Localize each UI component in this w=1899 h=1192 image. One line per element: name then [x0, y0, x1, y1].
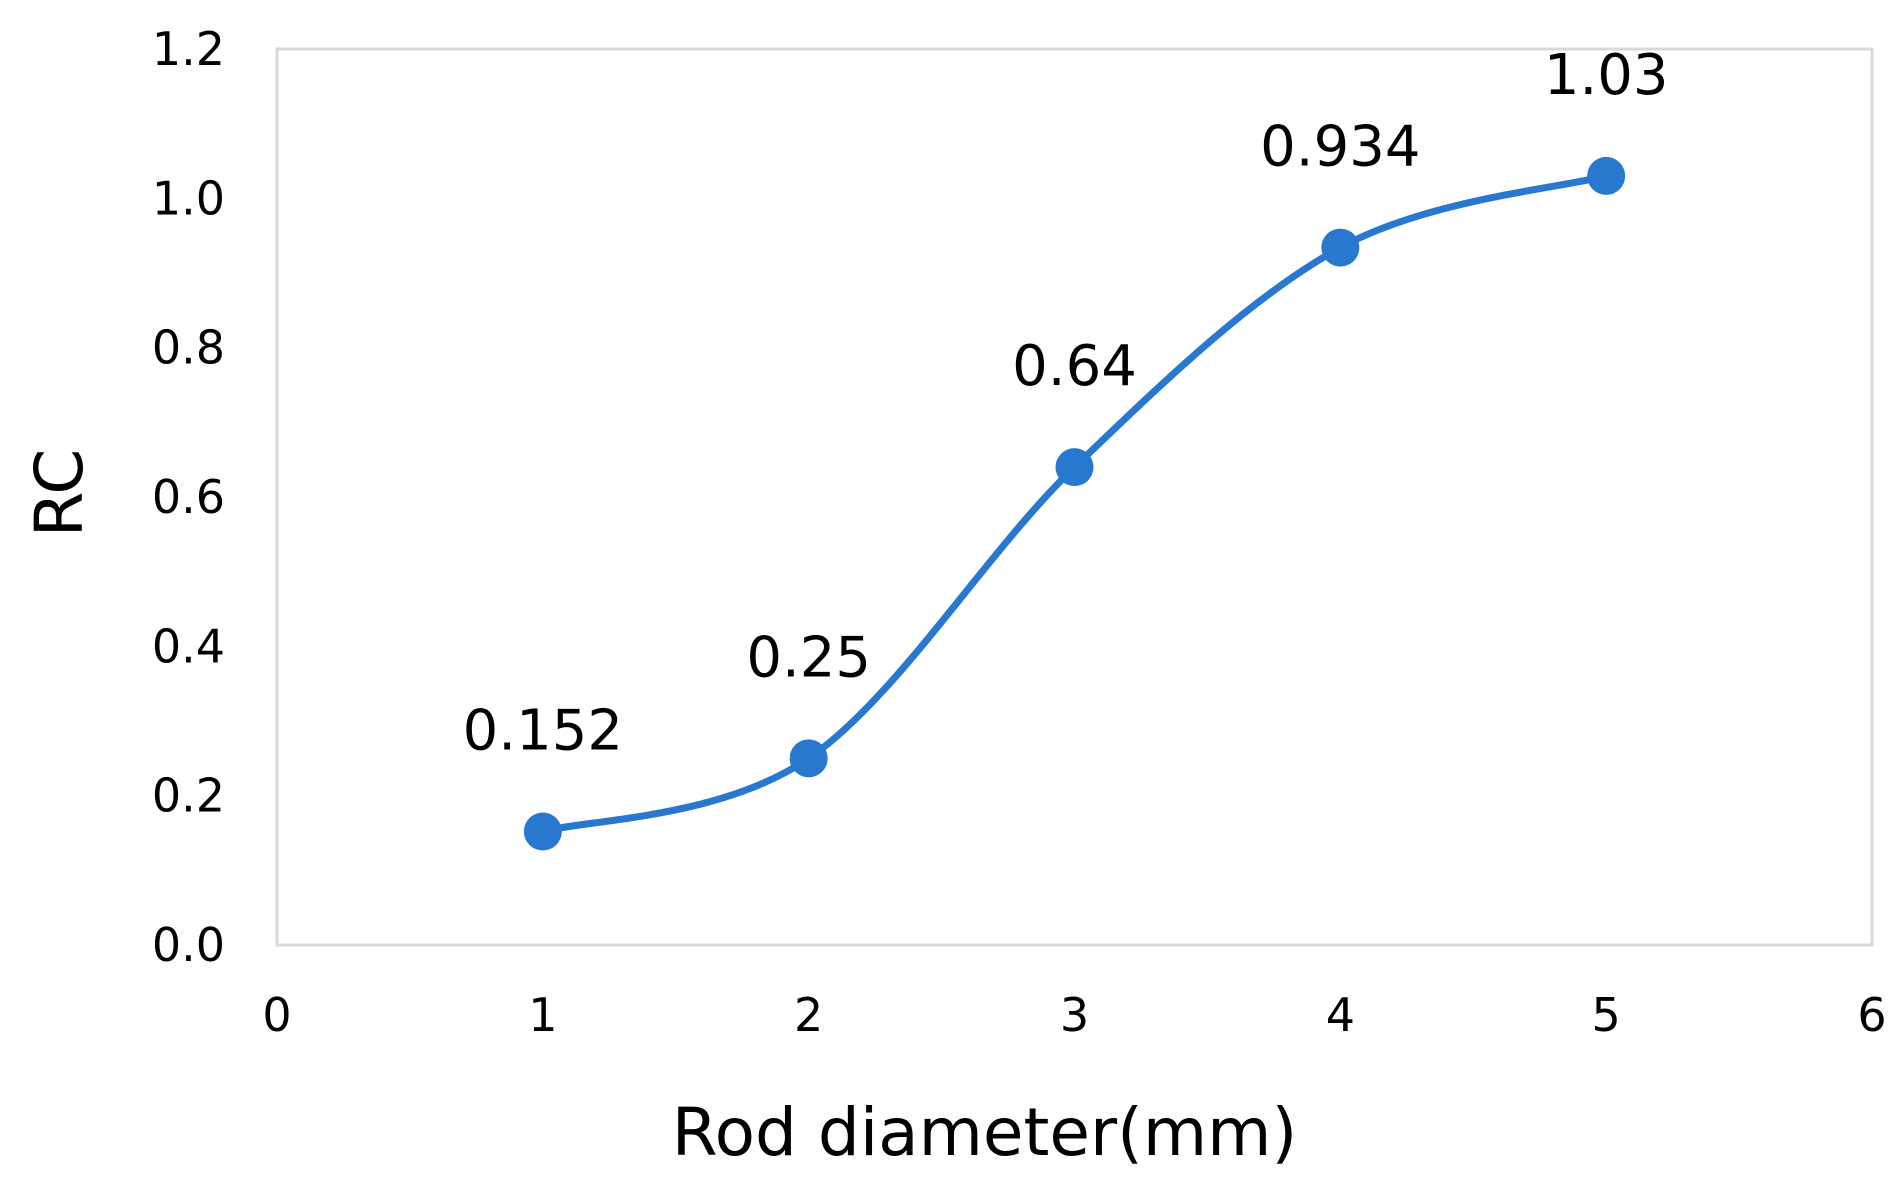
- data-label: 0.934: [1260, 115, 1420, 180]
- data-point: [523, 812, 562, 851]
- x-tick-label: 0: [262, 988, 291, 1042]
- x-tick-label: 4: [1326, 988, 1355, 1042]
- x-tick-label: 5: [1592, 988, 1621, 1042]
- y-tick-label: 0.6: [152, 470, 225, 524]
- y-tick-label: 0.0: [152, 918, 225, 972]
- plot-area-border: [275, 47, 1874, 947]
- x-tick-label: 6: [1857, 988, 1886, 1042]
- y-axis-title: RC: [21, 449, 98, 538]
- x-tick-label: 3: [1060, 988, 1089, 1042]
- data-point: [789, 739, 828, 778]
- y-tick-label: 0.2: [152, 769, 225, 823]
- y-tick-label: 1.0: [152, 171, 225, 225]
- y-tick-label: 0.4: [152, 619, 225, 673]
- data-label: 0.64: [1012, 334, 1137, 399]
- x-tick-label: 1: [528, 988, 557, 1042]
- data-label: 0.25: [746, 625, 871, 690]
- data-point: [1055, 448, 1094, 487]
- data-point: [1321, 228, 1360, 267]
- x-axis-title: Rod diameter(mm): [672, 1094, 1297, 1171]
- series-line: [539, 172, 1610, 836]
- y-tick-label: 0.8: [152, 321, 225, 375]
- data-label: 0.152: [463, 699, 623, 764]
- x-tick-label: 2: [794, 988, 823, 1042]
- data-point: [1587, 156, 1626, 195]
- data-label: 1.03: [1544, 43, 1669, 108]
- y-tick-label: 1.2: [152, 22, 225, 76]
